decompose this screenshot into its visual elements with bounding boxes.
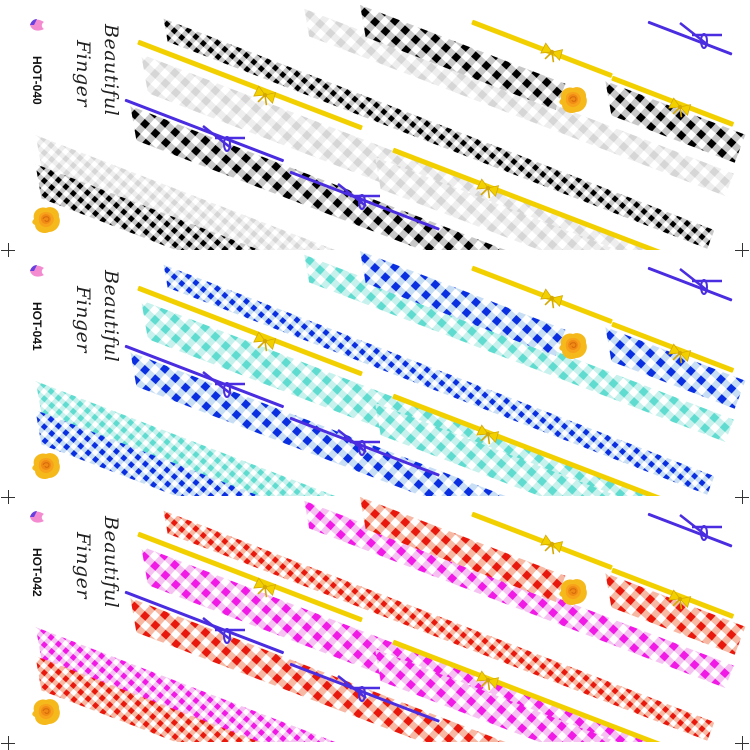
tulip-icon [30, 511, 44, 523]
brand-line-1: Beautiful [100, 24, 122, 117]
ribbon-artwork [35, 250, 746, 496]
brand-text: Beautiful Finger [42, 510, 122, 640]
brand-line-1: Beautiful [100, 516, 122, 609]
sheet-label: Beautiful Finger HOT-041 [28, 264, 128, 479]
ribbon-artwork [35, 496, 746, 742]
sheet-label: Beautiful Finger HOT-042 [28, 510, 128, 725]
product-code: HOT-042 [30, 548, 44, 597]
rose-icon [31, 206, 61, 234]
crop-mark-left-2 [1, 490, 15, 504]
brand-text: Beautiful Finger [42, 264, 122, 394]
crop-mark-right-3 [735, 736, 749, 750]
decal-sheet-hot-041: Beautiful Finger HOT-041 [0, 246, 750, 496]
product-code: HOT-040 [30, 56, 44, 105]
tulip-icon [30, 19, 44, 31]
brand-line-1: Beautiful [100, 270, 122, 363]
ribbon-artwork [35, 4, 746, 250]
rose-icon [31, 452, 61, 480]
product-code: HOT-041 [30, 302, 44, 351]
brand-line-2: Finger [72, 286, 94, 353]
brand-line-2: Finger [72, 532, 94, 599]
brand-text: Beautiful Finger [42, 18, 122, 148]
crop-mark-left-1 [1, 243, 15, 257]
decal-sheet-hot-042: Beautiful Finger HOT-042 [0, 492, 750, 742]
crop-mark-right-2 [735, 490, 749, 504]
crop-mark-left-3 [1, 736, 15, 750]
brand-line-2: Finger [72, 40, 94, 107]
rose-icon [31, 698, 61, 726]
crop-mark-right-1 [735, 243, 749, 257]
sheet-label: Beautiful Finger HOT-040 [28, 18, 128, 233]
tulip-icon [30, 265, 44, 277]
decal-sheet-hot-040: Beautiful Finger HOT-040 [0, 0, 750, 250]
